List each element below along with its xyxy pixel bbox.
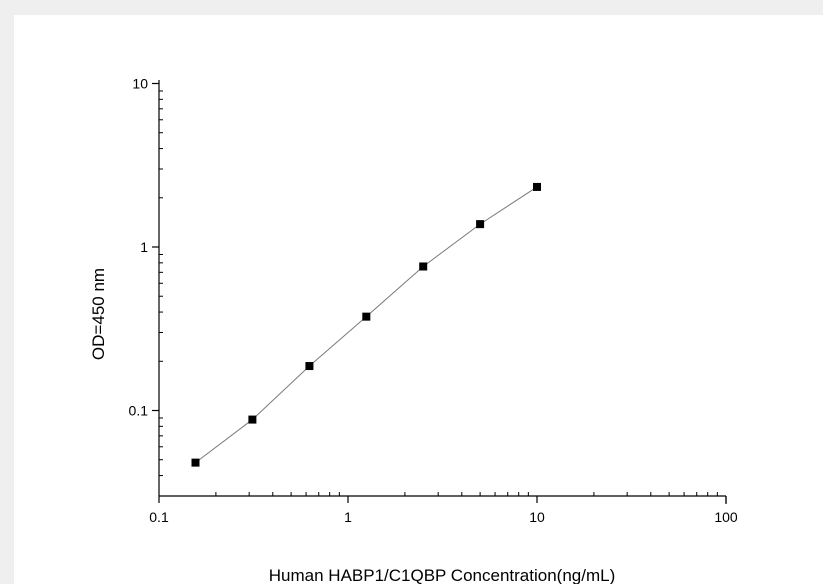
- data-point: [419, 262, 428, 271]
- series-line-group: [195, 186, 538, 464]
- chart: 0.1 1 10 100 0.1 1 10 Human HABP1/C1QBP Concen…: [89, 76, 738, 584]
- y-tick-label: 10: [132, 76, 148, 92]
- axes: [158, 80, 727, 504]
- y-tick-label: 1: [140, 239, 148, 255]
- x-tick-label: 1: [344, 509, 352, 525]
- x-tick-label: 10: [529, 509, 545, 525]
- data-point: [305, 362, 314, 371]
- data-point: [191, 458, 200, 467]
- plot-frame: 0.1 1 10 100 0.1 1 10 Human HABP1/C1QBP Concen…: [14, 15, 823, 584]
- ticks: [152, 82, 727, 503]
- data-point: [533, 182, 541, 191]
- series-line: [195, 186, 538, 464]
- data-point: [248, 415, 257, 424]
- y-axis-title: OD=450 nm: [89, 268, 108, 360]
- x-tick-label: 100: [714, 509, 738, 525]
- x-tick-label: 0.1: [149, 509, 169, 525]
- data-point: [362, 312, 371, 321]
- data-points: [191, 182, 541, 467]
- y-tick-label: 0.1: [129, 403, 149, 419]
- x-axis-title: Human HABP1/C1QBP Concentration(ng/mL): [269, 566, 615, 584]
- data-point: [476, 220, 485, 229]
- tick-labels: 0.1 1 10 100 0.1 1 10: [129, 76, 738, 526]
